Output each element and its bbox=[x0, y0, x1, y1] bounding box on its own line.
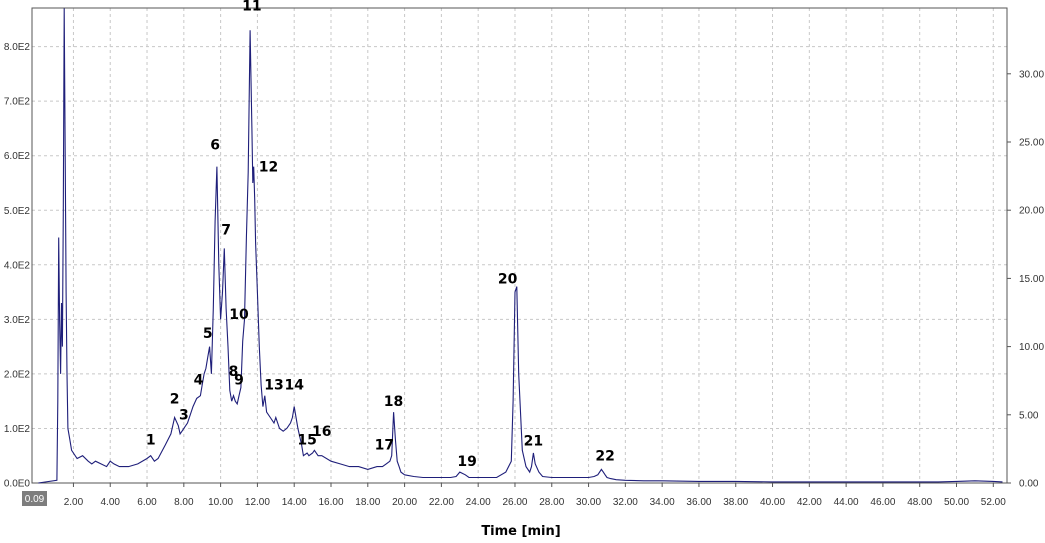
peak-label: 14 bbox=[284, 378, 304, 394]
x-tick-label: 14.00 bbox=[282, 497, 307, 508]
peak-label: 8 bbox=[229, 364, 239, 380]
x-axis: 2.00 4.00 6.00 8.00 10.00 12.00 14.00 16.00 18.0… bbox=[64, 483, 1006, 508]
x-tick-label: 12.00 bbox=[245, 497, 270, 508]
x-tick-label: 6.00 bbox=[137, 497, 157, 508]
x-tick-label: 10.00 bbox=[208, 497, 233, 508]
peak-label: 16 bbox=[312, 424, 331, 440]
plot-frame bbox=[31, 7, 1008, 484]
x-tick-label: 32.00 bbox=[613, 497, 638, 508]
x-tick-label: 40.00 bbox=[760, 497, 785, 508]
peak-label: 3 bbox=[179, 408, 189, 424]
peak-label: 9 bbox=[234, 372, 244, 388]
y2-tick-label: 30.00 bbox=[1019, 69, 1044, 80]
start-time-marker: 0.09 bbox=[22, 491, 47, 506]
y-tick-label: 6.0E2 bbox=[4, 151, 31, 162]
y2-tick-label: 10.00 bbox=[1019, 342, 1044, 353]
x-tick-label: 44.00 bbox=[834, 497, 859, 508]
peak-label: 15 bbox=[297, 432, 316, 448]
y2-tick-label: 20.00 bbox=[1019, 206, 1044, 217]
x-tick-label: 18.00 bbox=[355, 497, 380, 508]
peak-label: 19 bbox=[457, 454, 476, 470]
x-tick-label: 20.00 bbox=[392, 497, 417, 508]
x-tick-label: 46.00 bbox=[870, 497, 895, 508]
y-tick-label: 7.0E2 bbox=[4, 97, 31, 108]
x-tick-label: 28.00 bbox=[539, 497, 564, 508]
y-tick-label: 1.0E2 bbox=[4, 424, 31, 435]
start-time-label: 0.09 bbox=[25, 494, 45, 505]
peak-label: 4 bbox=[194, 372, 204, 388]
x-tick-label: 4.00 bbox=[100, 497, 120, 508]
x-tick-label: 36.00 bbox=[686, 497, 711, 508]
x-tick-label: 34.00 bbox=[650, 497, 675, 508]
y2-tick-label: 5.00 bbox=[1019, 410, 1039, 421]
peak-label: 22 bbox=[595, 449, 614, 465]
peak-label: 2 bbox=[170, 391, 180, 407]
y-tick-label: 5.0E2 bbox=[4, 206, 31, 217]
y-tick-label: 4.0E2 bbox=[4, 260, 31, 271]
y2-tick-label: 15.00 bbox=[1019, 274, 1044, 285]
y2-tick-label: 25.00 bbox=[1019, 138, 1044, 149]
peak-label: 18 bbox=[384, 394, 403, 410]
peak-label: 12 bbox=[259, 160, 278, 176]
x-tick-label: 30.00 bbox=[576, 497, 601, 508]
x-axis-title: Time [min] bbox=[481, 524, 560, 539]
x-tick-label: 16.00 bbox=[318, 497, 343, 508]
x-tick-label: 38.00 bbox=[723, 497, 748, 508]
peak-label: 17 bbox=[375, 438, 394, 454]
y-tick-label: 8.0E2 bbox=[4, 42, 31, 53]
x-tick-label: 52.00 bbox=[981, 497, 1006, 508]
peak-label: 20 bbox=[498, 271, 518, 287]
x-tick-label: 26.00 bbox=[502, 497, 527, 508]
y-tick-label: 2.0E2 bbox=[4, 369, 31, 380]
peak-label: 11 bbox=[242, 0, 261, 15]
peak-label: 21 bbox=[524, 433, 543, 449]
x-tick-label: 22.00 bbox=[429, 497, 454, 508]
x-tick-label: 24.00 bbox=[466, 497, 491, 508]
x-tick-label: 50.00 bbox=[944, 497, 969, 508]
start-time-box bbox=[22, 491, 47, 506]
peak-label: 7 bbox=[221, 222, 231, 238]
y-tick-label: 3.0E2 bbox=[4, 315, 31, 326]
x-tick-label: 42.00 bbox=[797, 497, 822, 508]
x-tick-label: 2.00 bbox=[64, 497, 84, 508]
peak-label: 13 bbox=[264, 378, 283, 394]
peak-label: 1 bbox=[146, 432, 156, 448]
peak-label: 5 bbox=[203, 326, 213, 342]
x-tick-label: 48.00 bbox=[907, 497, 932, 508]
y2-tick-label: 0.00 bbox=[1019, 479, 1039, 490]
y-tick-label: 0.0E0 bbox=[4, 479, 31, 490]
x-tick-label: 8.00 bbox=[174, 497, 194, 508]
y-axis-right: 0.00 5.00 10.00 15.00 20.00 25.00 30.00 bbox=[1007, 69, 1044, 490]
chromatogram-trace bbox=[38, 8, 1003, 484]
peak-label: 6 bbox=[210, 138, 220, 154]
grid-lines bbox=[32, 8, 1007, 483]
y-axis-left: 0.0E0 1.0E2 2.0E2 3.0E2 4.0E2 5.0E2 6.0E2 7.0E2… bbox=[4, 42, 31, 489]
peak-label: 10 bbox=[229, 307, 249, 323]
